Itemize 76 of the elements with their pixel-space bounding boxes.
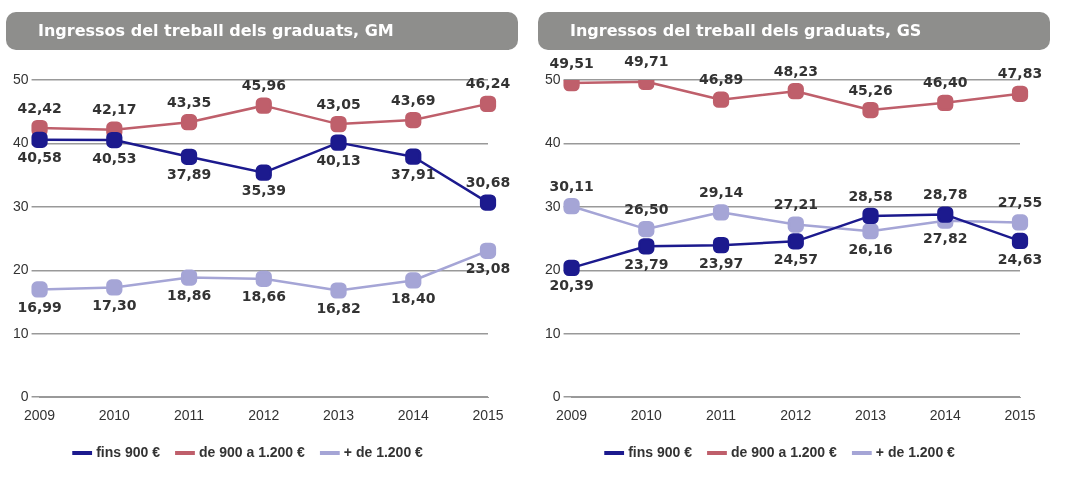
y-tick-label: 30 bbox=[12, 197, 29, 214]
legend-label: fins 900 € bbox=[628, 443, 693, 460]
x-tick-label: 2010 bbox=[630, 407, 663, 424]
data-label: 42,42 bbox=[17, 99, 62, 116]
x-tick-label: 2013 bbox=[854, 407, 887, 424]
data-label: 49,71 bbox=[624, 53, 669, 70]
data-label: 43,05 bbox=[316, 95, 361, 112]
x-tick-label: 2015 bbox=[1004, 407, 1036, 424]
data-label: 47,83 bbox=[997, 65, 1043, 82]
data-label: 43,35 bbox=[166, 93, 212, 110]
data-label: 18,86 bbox=[166, 287, 212, 304]
data-label: 23,97 bbox=[698, 254, 744, 271]
data-label: 48,23 bbox=[773, 62, 818, 79]
x-tick-label: 2012 bbox=[780, 407, 812, 424]
y-tick-label: 50 bbox=[12, 70, 29, 87]
data-label: 16,99 bbox=[17, 299, 62, 316]
data-label: 23,79 bbox=[624, 255, 669, 272]
data-label: 28,58 bbox=[848, 187, 893, 204]
data-label: 45,26 bbox=[848, 81, 893, 98]
x-tick-label: 2009 bbox=[23, 407, 56, 424]
data-label: 37,91 bbox=[391, 166, 436, 183]
data-label: 46,89 bbox=[698, 71, 744, 88]
data-label: 40,58 bbox=[17, 149, 62, 166]
data-label: 40,13 bbox=[316, 152, 361, 169]
legend-label: fins 900 € bbox=[96, 443, 161, 460]
y-tick-label: 20 bbox=[544, 261, 561, 278]
data-label: 26,16 bbox=[848, 240, 893, 257]
legend-label: de 900 a 1.200 € bbox=[730, 443, 838, 460]
y-tick-label: 10 bbox=[12, 324, 29, 341]
y-tick-label: 0 bbox=[552, 388, 561, 405]
data-label: 27,82 bbox=[923, 230, 968, 247]
data-label: 29,14 bbox=[698, 183, 744, 200]
x-tick-label: 2011 bbox=[705, 407, 737, 424]
data-label: 30,68 bbox=[465, 174, 511, 191]
data-label: 28,78 bbox=[923, 186, 968, 203]
data-label: 24,63 bbox=[997, 250, 1043, 267]
data-label: 17,30 bbox=[92, 297, 137, 314]
y-tick-label: 10 bbox=[544, 324, 561, 341]
y-tick-label: 40 bbox=[12, 134, 29, 151]
data-label: 27,55 bbox=[997, 194, 1043, 211]
data-label: 45,96 bbox=[241, 77, 286, 94]
y-tick-label: 0 bbox=[20, 388, 29, 405]
data-label: 26,50 bbox=[624, 200, 669, 217]
data-label: 30,11 bbox=[549, 177, 594, 194]
x-tick-label: 2013 bbox=[322, 407, 355, 424]
data-label: 16,82 bbox=[316, 300, 361, 317]
legend-label: + de 1.200 € bbox=[343, 443, 424, 460]
data-label: 24,57 bbox=[773, 250, 818, 267]
data-label: 46,40 bbox=[923, 74, 968, 91]
data-label: 18,66 bbox=[241, 288, 286, 305]
y-tick-label: 30 bbox=[544, 197, 561, 214]
data-label: 49,51 bbox=[549, 54, 594, 71]
x-tick-label: 2015 bbox=[472, 407, 504, 424]
data-label: 37,89 bbox=[166, 166, 212, 183]
y-tick-label: 40 bbox=[544, 134, 561, 151]
x-tick-label: 2012 bbox=[248, 407, 280, 424]
data-label: 46,24 bbox=[465, 75, 511, 92]
data-label: 43,69 bbox=[391, 91, 436, 108]
x-tick-label: 2014 bbox=[397, 407, 430, 424]
data-label: 18,40 bbox=[391, 290, 436, 307]
data-label: 42,17 bbox=[92, 101, 137, 118]
x-tick-label: 2014 bbox=[929, 407, 962, 424]
y-tick-label: 50 bbox=[544, 70, 561, 87]
x-tick-label: 2009 bbox=[555, 407, 588, 424]
data-label: 20,39 bbox=[549, 277, 594, 294]
y-tick-label: 20 bbox=[12, 261, 29, 278]
chart-title: Ingressos del treball dels graduats, GM bbox=[6, 12, 518, 50]
data-label: 23,08 bbox=[465, 260, 511, 277]
x-tick-label: 2010 bbox=[98, 407, 131, 424]
legend-label: + de 1.200 € bbox=[875, 443, 956, 460]
chart-title: Ingressos del treball dels graduats, GS bbox=[538, 12, 1050, 50]
x-tick-label: 2011 bbox=[173, 407, 205, 424]
legend-label: de 900 a 1.200 € bbox=[198, 443, 306, 460]
data-label: 40,53 bbox=[92, 149, 137, 166]
data-label: 27,21 bbox=[773, 196, 818, 213]
data-label: 35,39 bbox=[241, 182, 286, 199]
